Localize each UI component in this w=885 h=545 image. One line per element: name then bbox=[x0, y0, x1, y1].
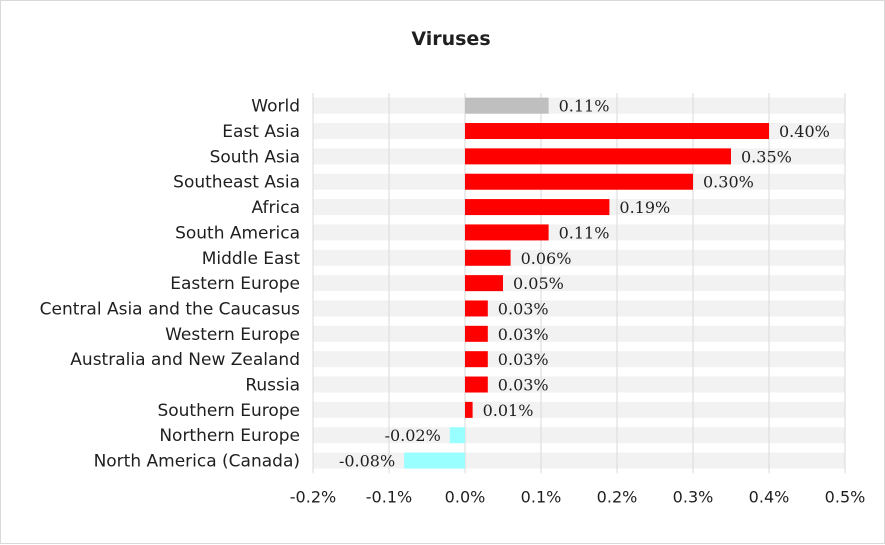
bar bbox=[465, 401, 473, 418]
bar-track bbox=[313, 97, 845, 114]
data-label: 0.30% bbox=[703, 173, 754, 192]
category-label: Middle East bbox=[202, 249, 301, 269]
bar bbox=[465, 148, 731, 165]
category-label: Southern Europe bbox=[157, 401, 300, 421]
data-label: 0.05% bbox=[513, 274, 564, 293]
category-label: East Asia bbox=[222, 122, 300, 142]
x-tick-label: 0.3% bbox=[673, 487, 714, 506]
data-label: 0.03% bbox=[498, 350, 549, 369]
bar bbox=[465, 123, 769, 140]
bar-track bbox=[313, 427, 845, 444]
bar-track bbox=[313, 249, 845, 266]
bar bbox=[465, 249, 511, 266]
bar-track bbox=[313, 351, 845, 368]
bar bbox=[465, 97, 549, 114]
category-label: Eastern Europe bbox=[170, 274, 300, 294]
bar-track bbox=[313, 275, 845, 292]
data-label: 0.11% bbox=[559, 223, 610, 242]
category-label: World bbox=[251, 97, 300, 117]
bar bbox=[465, 173, 693, 190]
data-label: -0.08% bbox=[339, 452, 395, 471]
data-label: 0.40% bbox=[779, 122, 830, 141]
x-tick-labels: -0.2% -0.1% 0.0% 0.1% 0.2% 0.3% 0.4% 0.5% bbox=[290, 487, 866, 506]
bar bbox=[465, 275, 503, 292]
bar-track bbox=[313, 224, 845, 241]
bar bbox=[465, 325, 488, 342]
data-label: 0.03% bbox=[498, 299, 549, 318]
data-labels: 0.11% 0.40% 0.35% 0.30% 0.19% 0.11% 0.06% 0.05%… bbox=[339, 97, 830, 471]
data-label: 0.01% bbox=[483, 401, 534, 420]
x-tick-label: -0.1% bbox=[366, 487, 412, 506]
category-label: Southeast Asia bbox=[173, 173, 300, 193]
category-label: South America bbox=[175, 223, 300, 243]
category-label: South Asia bbox=[210, 147, 300, 167]
bar bbox=[449, 427, 465, 444]
bar bbox=[465, 376, 488, 393]
x-tick-label: -0.2% bbox=[290, 487, 336, 506]
category-label: Western Europe bbox=[165, 325, 300, 345]
x-tick-label: 0.1% bbox=[521, 487, 562, 506]
category-labels: World East Asia South Asia Southeast Asia Af… bbox=[40, 97, 301, 472]
bar bbox=[465, 300, 488, 317]
chart-title: Viruses bbox=[411, 28, 490, 50]
data-label: 0.11% bbox=[559, 97, 610, 116]
category-label: Northern Europe bbox=[159, 426, 300, 446]
bar bbox=[404, 452, 465, 469]
x-tick-label: 0.2% bbox=[597, 487, 638, 506]
bar bbox=[465, 199, 610, 216]
category-label: Africa bbox=[252, 198, 301, 218]
category-label: Australia and New Zealand bbox=[70, 350, 300, 370]
bar bbox=[465, 224, 549, 241]
x-tick-label: 0.0% bbox=[445, 487, 486, 506]
bars bbox=[404, 97, 769, 469]
category-label: Central Asia and the Caucasus bbox=[40, 299, 300, 319]
data-label: 0.19% bbox=[619, 198, 670, 217]
bar-track bbox=[313, 376, 845, 393]
data-label: 0.35% bbox=[741, 147, 792, 166]
bar bbox=[465, 351, 488, 368]
data-label: 0.03% bbox=[498, 376, 549, 395]
data-label: -0.02% bbox=[385, 426, 441, 445]
data-label: 0.03% bbox=[498, 325, 549, 344]
bar-track bbox=[313, 401, 845, 418]
bar-track bbox=[313, 325, 845, 342]
category-label: Russia bbox=[245, 376, 300, 396]
x-tick-label: 0.4% bbox=[749, 487, 790, 506]
bar-track bbox=[313, 300, 845, 317]
x-tick-label: 0.5% bbox=[825, 487, 866, 506]
category-label: North America (Canada) bbox=[94, 452, 300, 472]
data-label: 0.06% bbox=[521, 249, 572, 268]
